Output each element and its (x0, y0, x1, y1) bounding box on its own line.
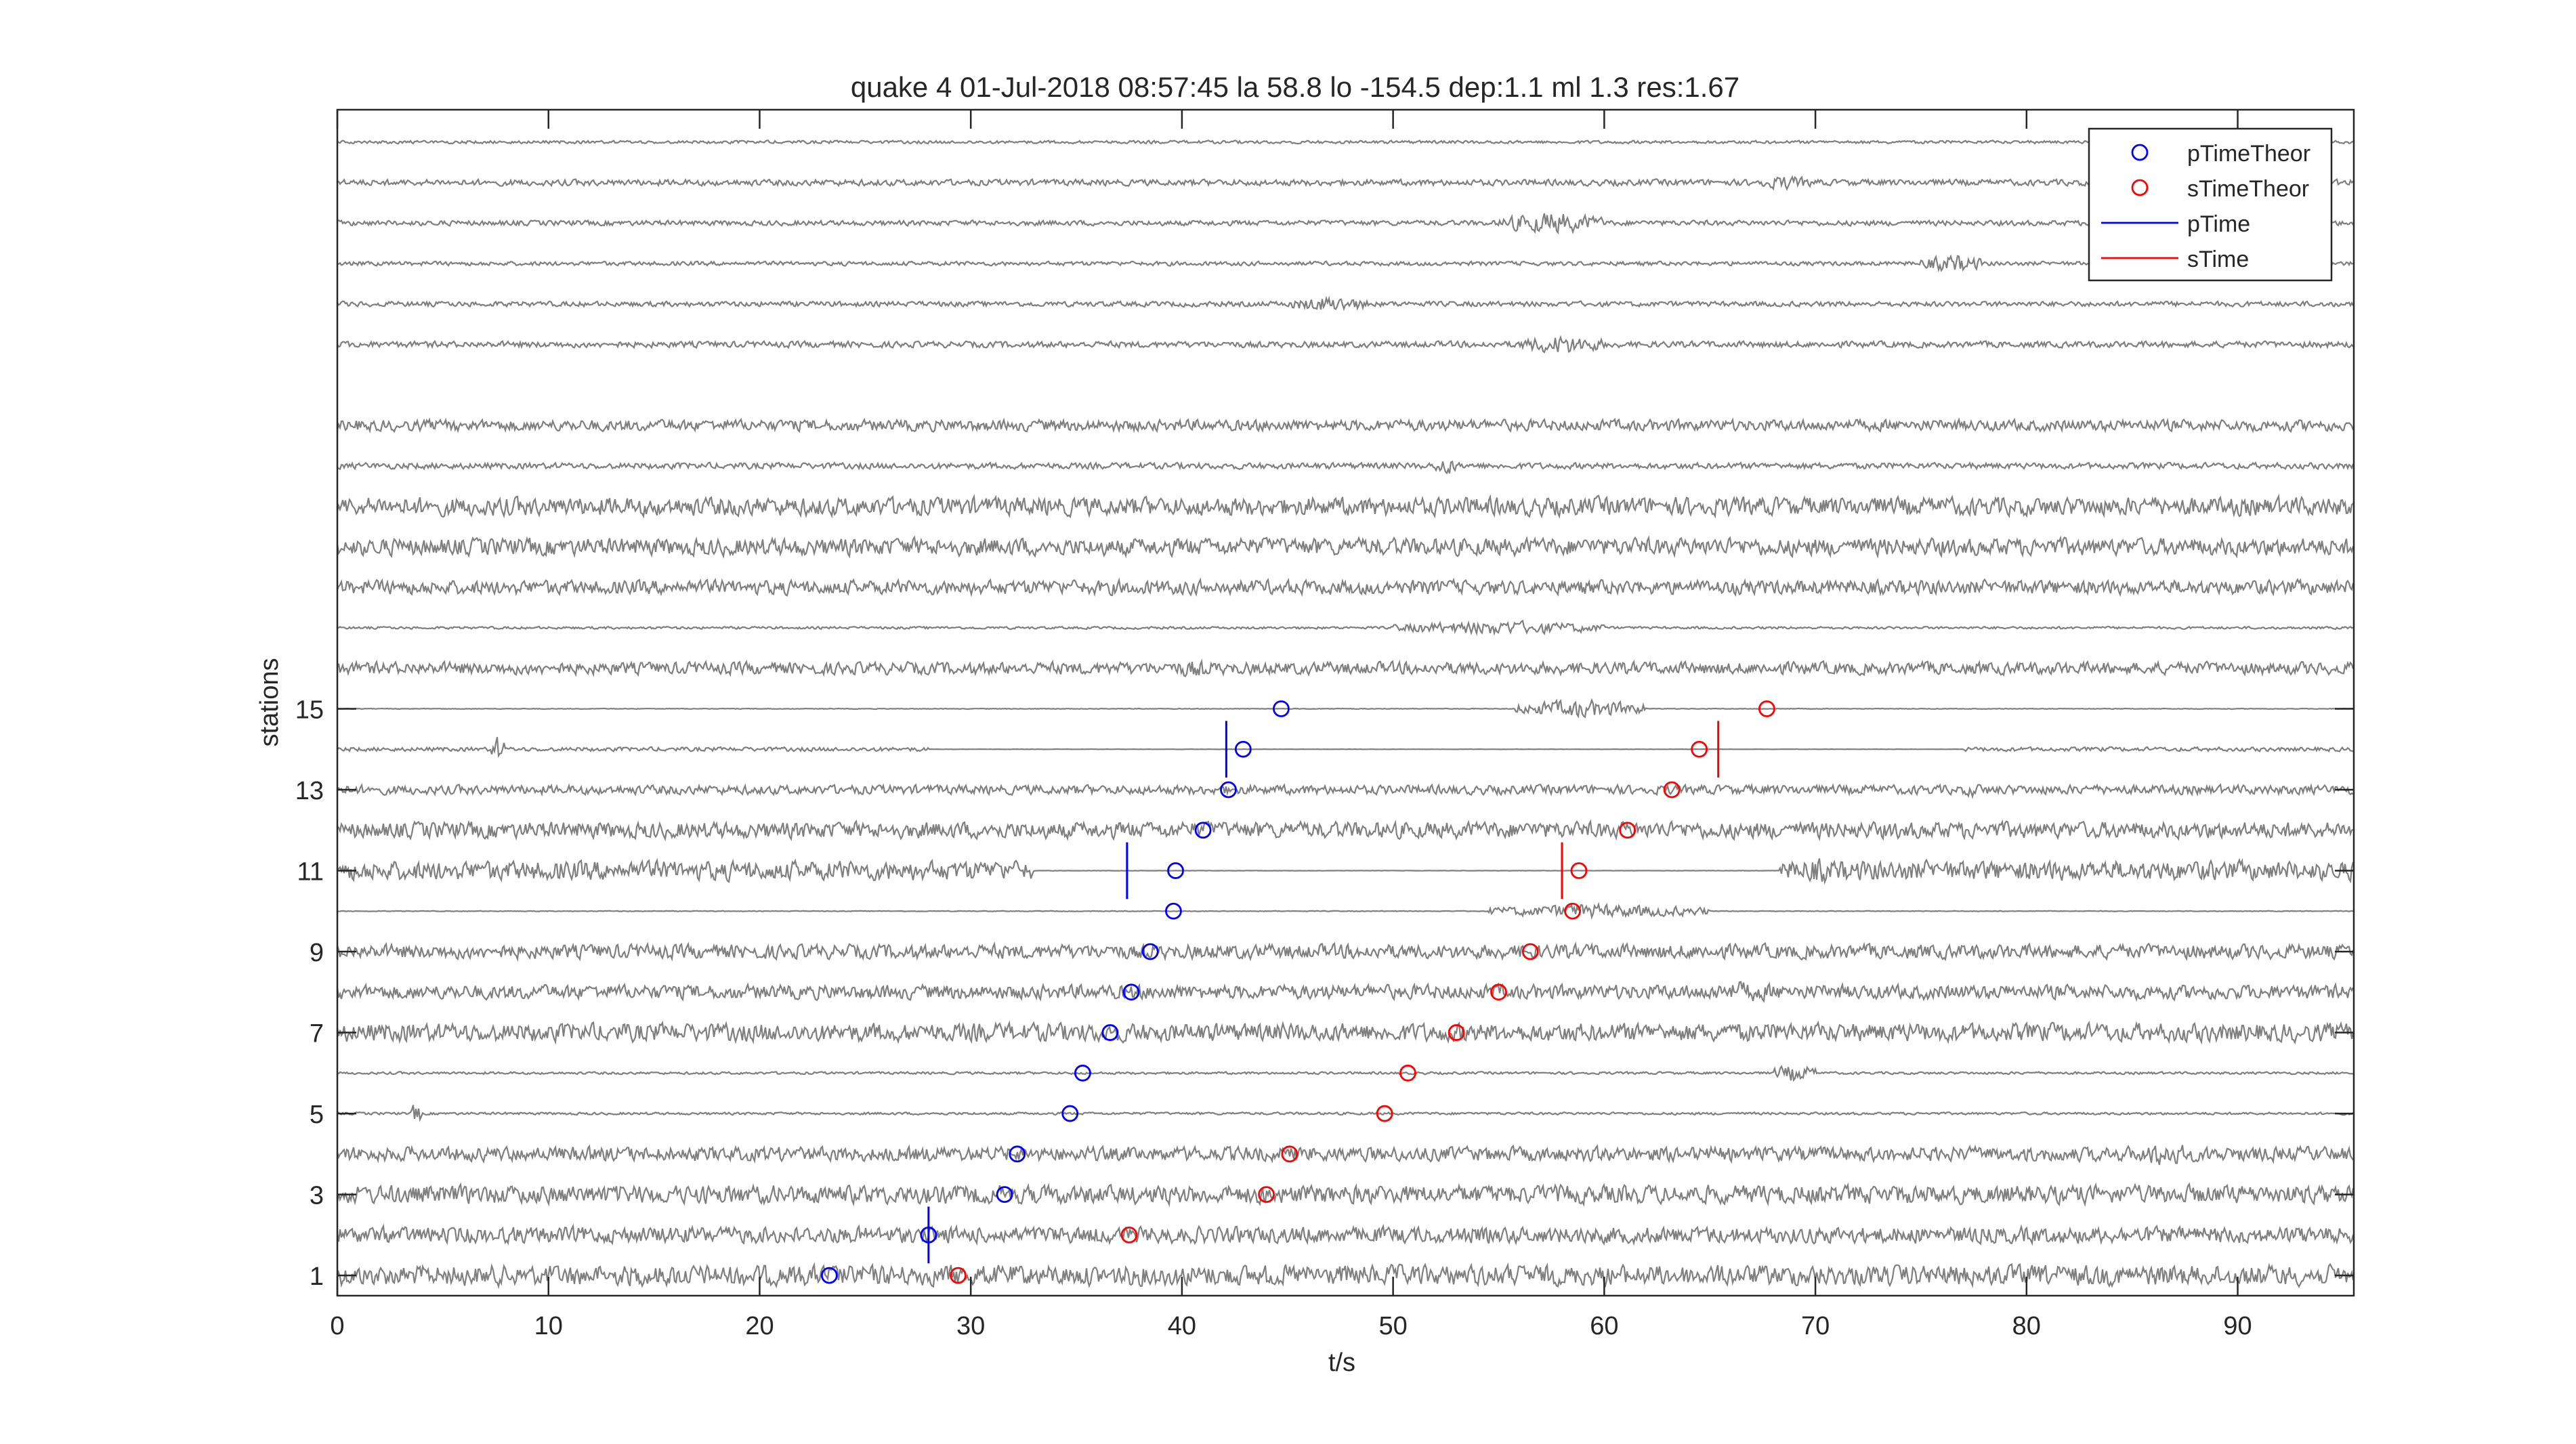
ptimetheor-station-4-marker (1009, 1145, 1026, 1163)
legend-stime-label: sTime (2187, 247, 2249, 272)
stimetheor-station-12-marker (1619, 822, 1637, 839)
legend-stimetheor-label: sTimeTheor (2187, 176, 2309, 202)
station-trace-27 (336, 213, 2354, 235)
y-tick-label: 5 (310, 1101, 324, 1129)
station-trace-28 (336, 175, 2354, 191)
x-tick-label: 60 (1590, 1312, 1618, 1340)
x-tick-label: 30 (956, 1312, 985, 1340)
station-trace-26 (336, 254, 2354, 273)
stimetheor-station-11-marker (1570, 862, 1588, 879)
stimetheor-station-3-marker (1258, 1186, 1275, 1203)
x-tick-label: 50 (1378, 1312, 1407, 1340)
y-tick-label: 7 (310, 1020, 324, 1048)
stimetheor-station-8-marker (1490, 983, 1507, 1001)
x-axis-ticks: 0 10 20 30 40 50 60 70 80 90 (330, 110, 2252, 1340)
station-trace-10 (336, 901, 2354, 920)
ptimetheor-station-6-marker (1074, 1064, 1091, 1082)
x-tick-label: 20 (745, 1312, 774, 1340)
station-trace-17 (336, 619, 2354, 636)
x-tick-label: 0 (330, 1312, 344, 1340)
station-trace-1 (336, 1262, 2355, 1290)
ptimetheor-station-8-marker (1122, 983, 1140, 1001)
station-trace-4 (336, 1144, 2354, 1166)
ptimetheor-station-10-marker (1165, 902, 1182, 920)
stimetheor-station-2-marker (1120, 1226, 1138, 1244)
ptimetheor-station-5-marker (1061, 1105, 1079, 1122)
station-trace-19 (336, 535, 2355, 559)
stimetheor-station-1-marker (950, 1267, 967, 1284)
stimetheor-station-6-marker (1399, 1064, 1416, 1082)
station-trace-2 (336, 1223, 2355, 1246)
arrival-markers (820, 700, 1775, 1284)
station-trace-5 (336, 1105, 2354, 1122)
stimetheor-station-7-marker (1448, 1024, 1465, 1041)
station-trace-29 (336, 138, 2354, 145)
station-trace-3 (336, 1182, 2355, 1208)
x-tick-label: 40 (1168, 1312, 1196, 1340)
station-trace-22 (336, 417, 2355, 434)
y-tick-label: 9 (310, 939, 324, 967)
station-trace-24 (337, 335, 2354, 354)
x-tick-label: 70 (1801, 1312, 1830, 1340)
station-trace-12 (336, 819, 2354, 842)
station-trace-9 (336, 941, 2355, 962)
ptimetheor-station-9-marker (1141, 943, 1159, 960)
station-traces (336, 138, 2355, 1290)
legend-ptime-label: pTime (2187, 211, 2250, 237)
station-trace-16 (336, 658, 2355, 677)
legend-ptimetheor-symbol (2131, 144, 2149, 161)
station-trace-15 (336, 698, 2354, 719)
stimetheor-station-15-marker (1758, 700, 1775, 717)
ptimetheor-station-13-marker (1220, 781, 1237, 799)
legend-ptimetheor-label: pTimeTheor (2187, 141, 2310, 167)
station-trace-6 (336, 1065, 2354, 1082)
station-trace-14 (336, 736, 2354, 759)
station-trace-25 (336, 295, 2354, 312)
x-tick-label: 80 (2012, 1312, 2041, 1340)
ptimetheor-station-1-marker (820, 1267, 838, 1284)
ptimetheor-station-14-marker (1234, 740, 1252, 758)
ptimetheor-station-11-marker (1167, 862, 1184, 879)
station-trace-18 (336, 577, 2355, 597)
ptimetheor-station-12-marker (1194, 822, 1212, 839)
y-tick-label: 15 (295, 696, 324, 724)
chart-title: quake 4 01-Jul-2018 08:57:45 la 58.8 lo … (851, 71, 1739, 103)
station-trace-8 (336, 981, 2355, 1003)
stimetheor-station-13-marker (1663, 781, 1681, 799)
station-trace-20 (336, 493, 2354, 519)
legend-box (2088, 127, 2333, 282)
y-tick-label: 13 (295, 777, 324, 805)
y-tick-label: 11 (297, 858, 324, 887)
station-trace-13 (336, 782, 2354, 799)
stimetheor-station-10-marker (1564, 902, 1582, 920)
legend-stimetheor-symbol (2131, 179, 2149, 196)
y-tick-label: 3 (310, 1182, 324, 1210)
station-trace-7 (336, 1020, 2355, 1045)
x-tick-label: 90 (2223, 1312, 2252, 1340)
ptimetheor-station-7-marker (1101, 1024, 1119, 1041)
y-axis-label: stations (255, 658, 284, 747)
ptimetheor-station-3-marker (996, 1186, 1013, 1203)
axes-background (337, 110, 2354, 1296)
x-tick-label: 10 (534, 1312, 563, 1340)
ptimetheor-station-15-marker (1273, 700, 1290, 717)
y-tick-label: 1 (310, 1262, 324, 1291)
chart-legend: pTimeTheor sTimeTheor pTime sTime (2088, 127, 2333, 282)
axes-box (336, 108, 2355, 1297)
station-trace-11 (336, 857, 2355, 885)
stimetheor-station-5-marker (1376, 1105, 1393, 1122)
station-trace-21 (336, 460, 2355, 475)
x-axis-label: t/s (1328, 1349, 1355, 1377)
stimetheor-station-4-marker (1281, 1145, 1298, 1163)
stimetheor-station-14-marker (1691, 740, 1708, 758)
stimetheor-station-9-marker (1521, 943, 1539, 960)
